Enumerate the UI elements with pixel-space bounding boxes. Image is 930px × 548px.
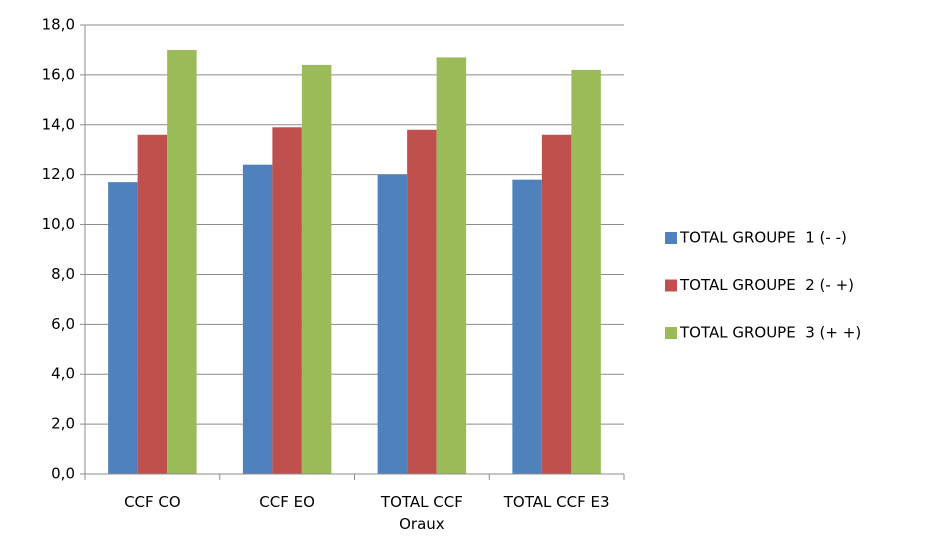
x-tick-label: CCF CO <box>124 493 181 511</box>
y-tick-label: 14,0 <box>42 115 75 133</box>
bar <box>108 182 138 474</box>
legend-label: TOTAL GROUPE 3 (+ +) <box>679 324 861 342</box>
x-tick-label: TOTAL CCF E3 <box>503 493 610 511</box>
bar <box>377 174 408 474</box>
bar <box>137 134 168 474</box>
legend-label: TOTAL GROUPE 1 (- -) <box>679 229 847 247</box>
legend-swatch <box>665 327 677 339</box>
bar <box>541 134 572 474</box>
bar <box>436 57 467 475</box>
bar <box>242 164 273 474</box>
x-tick-label: TOTAL CCF Oraux <box>380 493 463 533</box>
bar <box>272 127 302 475</box>
y-tick-label: 18,0 <box>42 16 75 34</box>
bar <box>407 129 437 474</box>
legend-swatch <box>665 232 677 244</box>
y-tick-label: 16,0 <box>42 65 75 83</box>
y-tick-label: 6,0 <box>51 315 75 333</box>
bar <box>167 49 197 474</box>
bar <box>301 64 332 475</box>
x-tick-label: CCF EO <box>259 493 315 511</box>
bar <box>512 179 542 474</box>
legend-swatch <box>665 279 677 292</box>
bar <box>571 69 601 475</box>
y-tick-label: 8,0 <box>51 265 75 283</box>
y-tick-label: 0,0 <box>51 465 75 483</box>
y-tick-label: 2,0 <box>51 415 75 433</box>
legend-label: TOTAL GROUPE 2 (- +) <box>679 276 854 294</box>
y-tick-label: 10,0 <box>42 215 75 233</box>
y-tick-label: 12,0 <box>42 165 75 183</box>
y-tick-label: 4,0 <box>51 365 75 383</box>
